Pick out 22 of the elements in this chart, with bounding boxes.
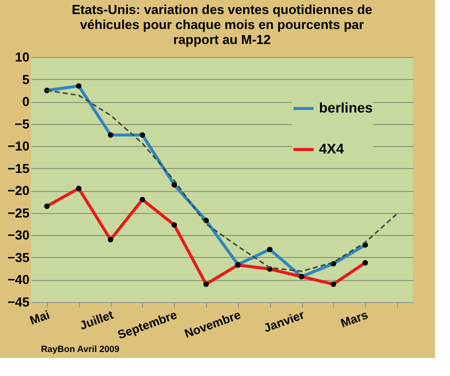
y-tick-label: 0	[22, 94, 30, 110]
x-tick-label: Janvier	[262, 308, 306, 336]
x-tick-label: Mars	[338, 308, 370, 330]
text: Etats-Unis: variation des ventes quotidiennes de	[72, 2, 372, 17]
legend-label: 4X4	[319, 140, 344, 156]
y-tick-label: −25	[7, 205, 30, 220]
y-tick-label: −40	[7, 272, 30, 288]
x-tick-label: Mai	[28, 308, 52, 328]
legend-label: berlines	[319, 100, 373, 116]
y-tick-label: 5	[22, 72, 30, 87]
x-tick-label: Juillet	[78, 308, 116, 333]
y-tick-label: −35	[7, 250, 30, 265]
text: véhicules pour chaque mois en pourcents par	[80, 17, 364, 32]
y-tick-label: 10	[15, 50, 30, 64]
y-tick-label: −15	[7, 160, 30, 176]
y-tick-label: −30	[7, 228, 30, 243]
y-tick-label: −45	[7, 294, 30, 310]
text: rapport au M-12	[173, 32, 271, 47]
text: RayBon Avril 2009	[41, 344, 120, 354]
y-tick-label: −20	[7, 183, 30, 198]
y-tick-label: −5	[14, 116, 30, 132]
y-tick-label: −10	[7, 138, 30, 154]
